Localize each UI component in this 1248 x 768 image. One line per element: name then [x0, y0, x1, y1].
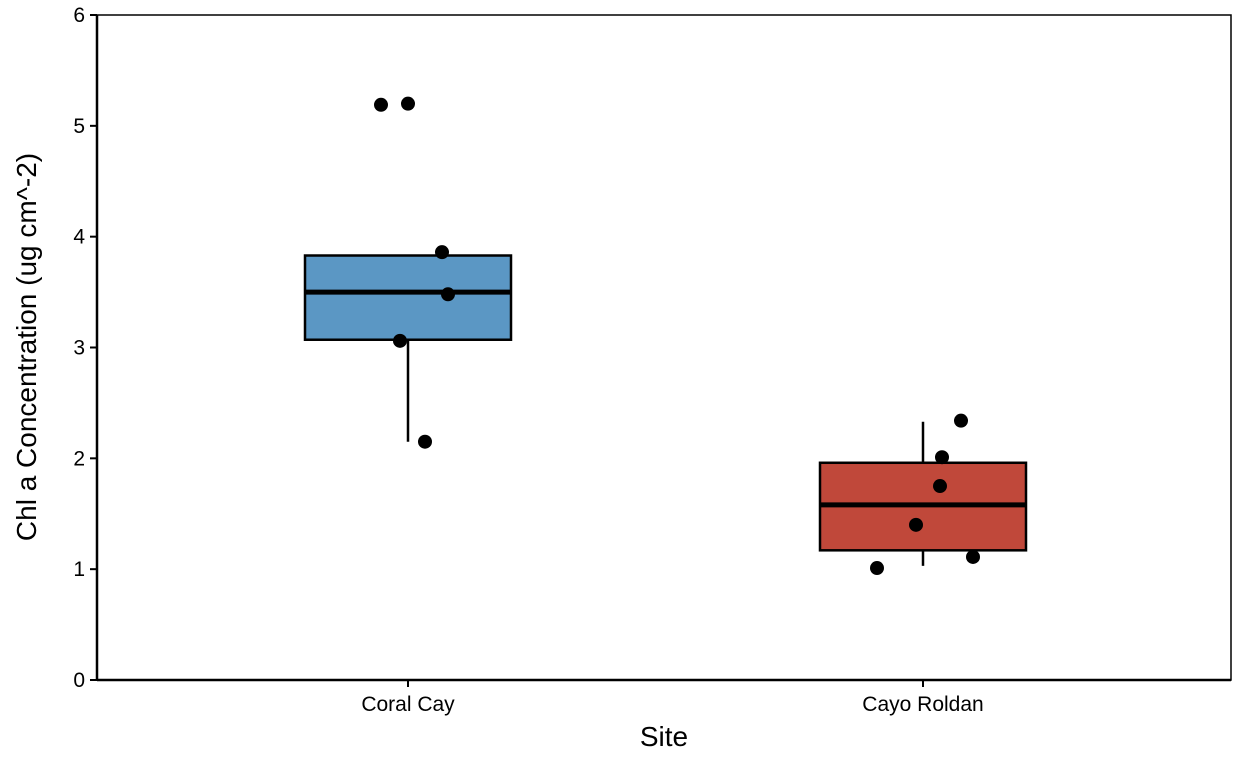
data-point	[435, 245, 449, 260]
data-point	[933, 479, 947, 494]
data-point	[401, 96, 415, 111]
y-tick-label: 2	[73, 447, 85, 470]
y-tick-label: 0	[73, 669, 85, 692]
points	[374, 96, 980, 576]
data-point	[909, 517, 923, 532]
data-point	[374, 97, 388, 112]
data-point	[935, 450, 949, 465]
y-axis: 0 1 2 3 4 5 6	[73, 4, 99, 692]
y-tick-label: 1	[73, 558, 85, 581]
data-point	[870, 561, 884, 576]
data-point	[966, 549, 980, 564]
plot-panel	[96, 14, 1232, 681]
y-tick-label: 4	[73, 226, 85, 249]
y-axis-title: Chl a Concentration (ug cm^-2)	[11, 153, 42, 541]
data-point	[441, 287, 455, 302]
data-point	[954, 413, 968, 428]
data-point	[393, 333, 407, 348]
x-tick-label: Cayo Roldan	[862, 693, 983, 716]
x-axis: Coral Cay Cayo Roldan	[97, 678, 1231, 716]
y-tick-label: 5	[73, 115, 85, 138]
x-tick-label: Coral Cay	[361, 693, 455, 716]
y-tick-label: 3	[73, 337, 85, 360]
boxes	[303, 254, 1028, 566]
x-axis-title: Site	[640, 721, 688, 752]
y-tick-label: 6	[73, 4, 85, 27]
box	[303, 254, 513, 341]
data-point	[418, 434, 432, 449]
